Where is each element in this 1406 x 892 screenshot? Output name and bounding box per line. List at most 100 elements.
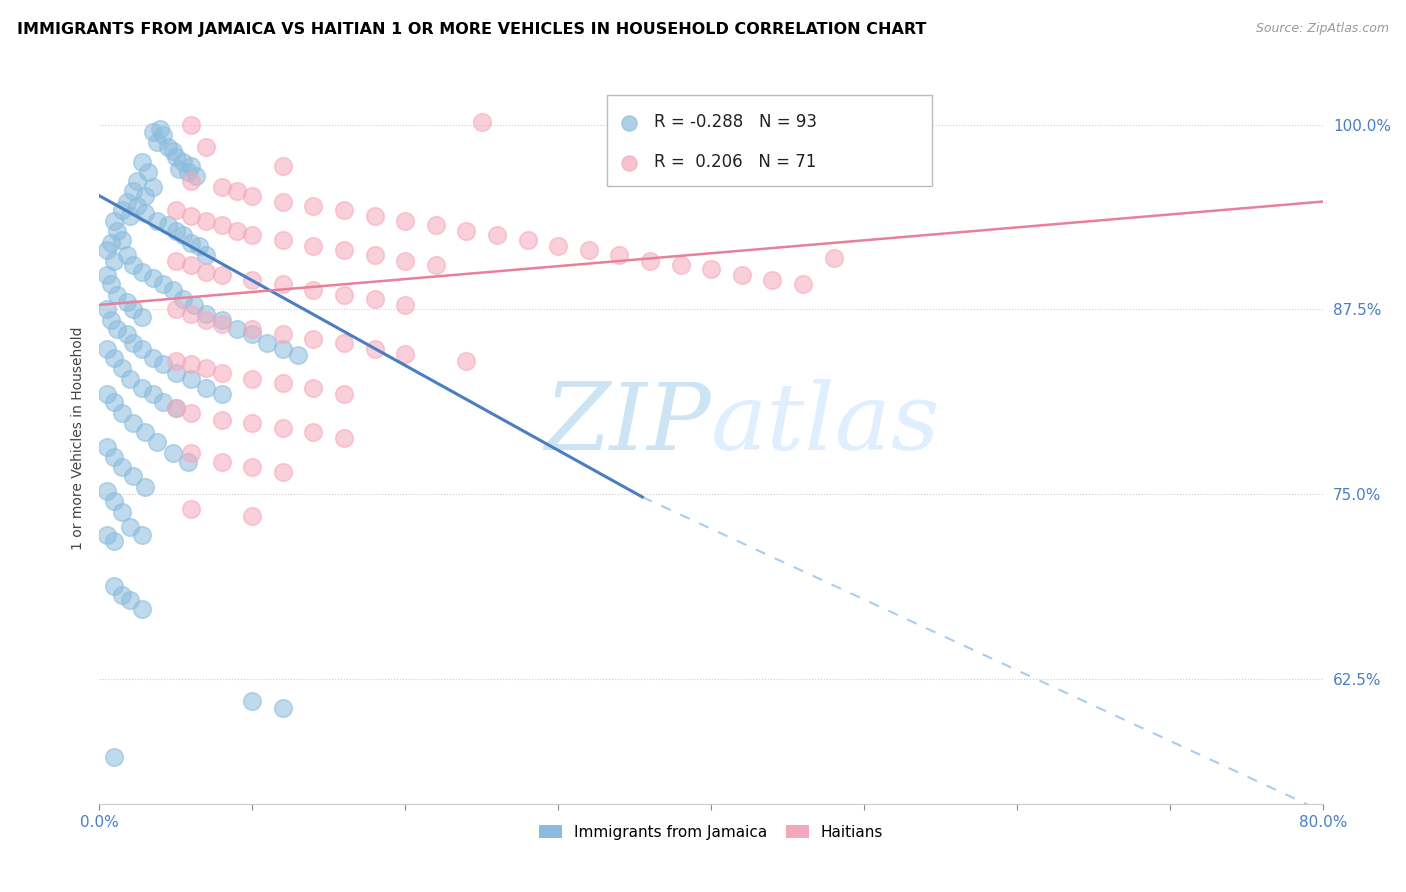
Point [225,321,247,335]
Point [121,258,143,272]
Point [547,239,569,253]
Point [142,125,165,139]
Point [240,509,263,524]
Point [172,292,194,306]
Point [115,327,138,342]
Point [165,150,187,164]
Point [287,348,309,362]
Point [731,268,754,283]
Point [142,386,165,401]
Point [394,298,416,312]
Point [131,154,153,169]
Point [609,248,631,262]
Point [96,386,118,401]
Point [111,406,134,420]
Point [394,213,416,227]
Point [180,445,202,459]
Point [107,287,129,301]
Point [211,179,233,194]
Point [121,302,143,317]
Point [180,406,202,420]
Point [165,224,187,238]
Point [111,505,134,519]
Point [240,372,263,386]
Point [211,386,233,401]
Point [96,343,118,357]
Point [127,199,149,213]
Point [184,169,207,184]
Point [425,218,447,232]
Point [152,128,174,142]
Point [823,251,845,265]
Point [134,206,156,220]
Point [333,336,356,351]
Point [333,386,356,401]
Point [146,435,169,450]
Point [195,213,218,227]
Point [751,300,773,314]
Text: ZIP: ZIP [544,379,711,469]
Point [180,118,202,132]
Point [146,213,169,227]
Text: Source: ZipAtlas.com: Source: ZipAtlas.com [1256,22,1389,36]
Point [271,465,294,479]
Point [131,381,153,395]
Point [271,233,294,247]
Point [211,454,233,468]
Point [394,347,416,361]
Text: R = -0.288   N = 93: R = -0.288 N = 93 [654,113,817,131]
Point [142,351,165,365]
Point [136,165,159,179]
Point [180,501,202,516]
Point [111,233,134,247]
Point [187,239,209,253]
Point [271,327,294,342]
Point [131,602,153,616]
Point [134,480,156,494]
Point [183,298,205,312]
Point [211,366,233,380]
Point [127,174,149,188]
Point [103,494,125,508]
Point [485,228,508,243]
Point [100,277,122,292]
Point [211,268,233,283]
Point [111,460,134,475]
Legend: Immigrants from Jamaica, Haitians: Immigrants from Jamaica, Haitians [534,820,889,844]
Point [195,265,218,279]
Point [165,203,187,218]
Point [240,228,263,243]
Point [456,224,478,238]
Point [180,372,202,386]
Point [118,372,141,386]
Point [177,165,200,179]
Point [792,277,814,292]
Point [103,253,125,268]
Point [180,209,202,223]
Point [302,283,325,297]
Point [211,312,233,326]
Point [152,277,174,292]
Point [363,209,385,223]
Point [271,701,294,715]
Point [156,218,179,232]
Point [111,361,134,376]
Point [180,159,202,173]
Point [271,159,294,173]
Point [669,258,692,272]
Point [146,136,169,150]
Point [103,579,125,593]
Point [180,307,202,321]
Point [271,194,294,209]
Point [363,292,385,306]
Point [100,235,122,250]
Point [638,253,661,268]
Point [256,336,278,351]
Point [456,354,478,368]
Point [103,450,125,464]
Point [103,395,125,409]
Point [111,587,134,601]
Point [333,203,356,218]
Point [134,188,156,202]
Point [96,440,118,454]
